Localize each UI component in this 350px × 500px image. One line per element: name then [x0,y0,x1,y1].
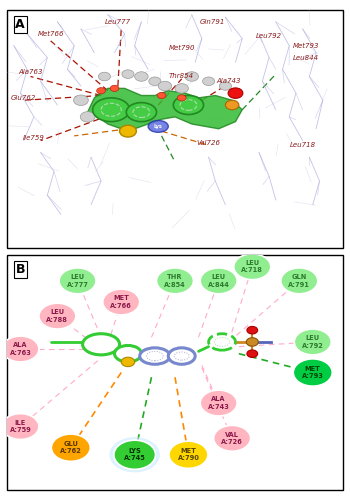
Circle shape [225,100,239,110]
Text: Gln791: Gln791 [199,19,225,25]
Circle shape [2,336,39,362]
Text: VAL
A:726: VAL A:726 [221,432,243,445]
Text: Thr854: Thr854 [169,74,194,80]
Circle shape [293,359,332,386]
Circle shape [185,72,198,81]
Text: Ile759: Ile759 [23,135,45,141]
Circle shape [247,350,258,358]
Circle shape [149,77,161,86]
Ellipse shape [126,102,156,122]
Circle shape [214,426,251,451]
Ellipse shape [173,96,204,114]
Circle shape [110,86,119,91]
Text: LEU
A:844: LEU A:844 [208,274,230,287]
Circle shape [157,92,166,98]
Ellipse shape [148,120,168,132]
Circle shape [247,326,258,334]
Ellipse shape [140,348,170,364]
Text: LEU
A:777: LEU A:777 [66,274,89,287]
Text: GLN
A:791: GLN A:791 [288,274,310,287]
Ellipse shape [83,334,120,355]
Text: LEU
A:792: LEU A:792 [302,335,324,348]
Text: ILE
A:759: ILE A:759 [9,420,31,434]
Circle shape [169,441,208,468]
Text: MET
A:790: MET A:790 [177,448,199,462]
Text: ALA
A:743: ALA A:743 [208,396,230,410]
Circle shape [120,125,136,137]
Ellipse shape [168,348,195,364]
Ellipse shape [209,334,236,350]
Text: ALA
A:763: ALA A:763 [9,342,32,356]
Circle shape [98,72,111,81]
Text: Glu762: Glu762 [11,95,36,101]
Circle shape [74,95,88,106]
Circle shape [175,84,188,93]
Circle shape [121,357,135,366]
Text: B: B [15,263,25,276]
Text: LEU
A:718: LEU A:718 [241,260,263,274]
Text: MET
A:766: MET A:766 [110,295,132,308]
Text: THR
A:854: THR A:854 [164,274,186,287]
Circle shape [228,88,243,99]
Circle shape [246,338,258,346]
Circle shape [203,77,215,86]
Circle shape [97,88,105,94]
Circle shape [59,268,96,294]
Text: Val726: Val726 [197,140,220,146]
Ellipse shape [114,346,141,362]
Circle shape [200,268,237,294]
Text: Met766: Met766 [37,31,64,37]
Circle shape [156,268,194,294]
Circle shape [234,254,271,280]
Text: Met793: Met793 [293,42,319,48]
Circle shape [51,434,90,462]
Text: Leu792: Leu792 [256,33,282,39]
Text: A: A [15,18,25,32]
Circle shape [200,390,237,416]
Circle shape [294,329,331,355]
Text: Leu718: Leu718 [289,142,316,148]
Circle shape [122,70,134,78]
Circle shape [158,81,172,91]
Text: GLU
A:762: GLU A:762 [60,441,82,454]
Text: Ala743: Ala743 [217,78,241,84]
Circle shape [114,440,155,470]
Text: LYS
A:745: LYS A:745 [124,448,146,462]
Text: Ala763: Ala763 [18,68,43,74]
Text: Leu844: Leu844 [293,54,319,60]
Circle shape [281,268,318,294]
Circle shape [39,303,76,329]
Text: Leu777: Leu777 [105,19,131,25]
Circle shape [103,289,140,315]
Circle shape [110,437,160,472]
Polygon shape [88,88,242,128]
Circle shape [177,95,186,101]
Text: Lys: Lys [154,124,162,129]
Circle shape [219,82,231,90]
Text: LEU
A:788: LEU A:788 [47,310,68,323]
Text: Met790: Met790 [168,45,195,51]
Ellipse shape [93,98,130,122]
Circle shape [2,414,39,440]
Circle shape [80,112,95,122]
Circle shape [135,72,148,81]
Text: MET
A:793: MET A:793 [302,366,324,379]
